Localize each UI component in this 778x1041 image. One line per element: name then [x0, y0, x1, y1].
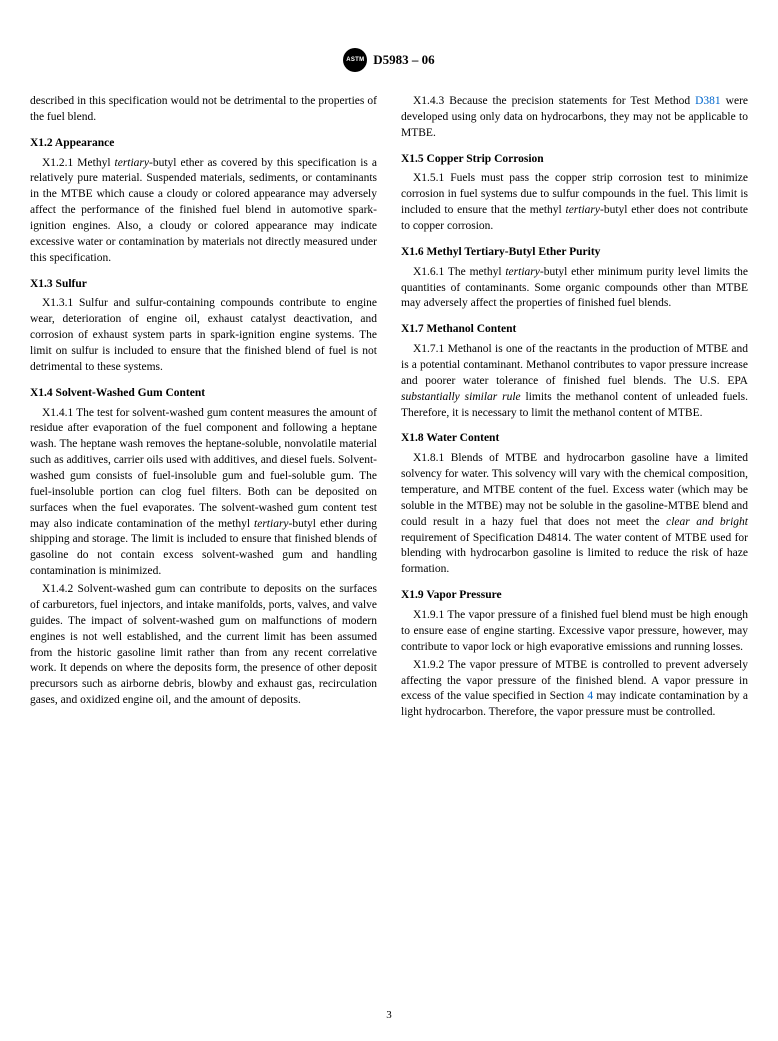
para-x192: X1.9.2 The vapor pressure of MTBE is con… [401, 658, 748, 721]
para-x191: X1.9.1 The vapor pressure of a finished … [401, 608, 748, 656]
section-x18-head: X1.8 Water Content [401, 431, 748, 447]
intro-paragraph: described in this specification would no… [30, 94, 377, 126]
section-x13-head: X1.3 Sulfur [30, 277, 377, 293]
section-x19-head: X1.9 Vapor Pressure [401, 588, 748, 604]
section-x14-head: X1.4 Solvent-Washed Gum Content [30, 386, 377, 402]
page-header: ASTM D5983 – 06 [30, 48, 748, 72]
para-x171: X1.7.1 Methanol is one of the reactants … [401, 342, 748, 421]
designation: D5983 – 06 [373, 52, 434, 68]
para-x142: X1.4.2 Solvent-washed gum can contribute… [30, 582, 377, 709]
para-x161: X1.6.1 The methyl tertiary-butyl ether m… [401, 265, 748, 313]
para-x143: X1.4.3 Because the precision statements … [401, 94, 748, 142]
section-x12-head: X1.2 Appearance [30, 136, 377, 152]
para-x181: X1.8.1 Blends of MTBE and hydrocarbon ga… [401, 451, 748, 578]
para-x151: X1.5.1 Fuels must pass the copper strip … [401, 171, 748, 234]
astm-logo: ASTM [343, 48, 367, 72]
section-x15-head: X1.5 Copper Strip Corrosion [401, 152, 748, 168]
link-d381[interactable]: D381 [695, 95, 721, 107]
para-x121: X1.2.1 Methyl tertiary-butyl ether as co… [30, 156, 377, 267]
section-x16-head: X1.6 Methyl Tertiary-Butyl Ether Purity [401, 245, 748, 261]
content-columns: described in this specification would no… [30, 94, 748, 721]
para-x131: X1.3.1 Sulfur and sulfur-containing comp… [30, 296, 377, 375]
page-number: 3 [0, 1009, 778, 1021]
para-x141: X1.4.1 The test for solvent-washed gum c… [30, 406, 377, 580]
section-x17-head: X1.7 Methanol Content [401, 322, 748, 338]
